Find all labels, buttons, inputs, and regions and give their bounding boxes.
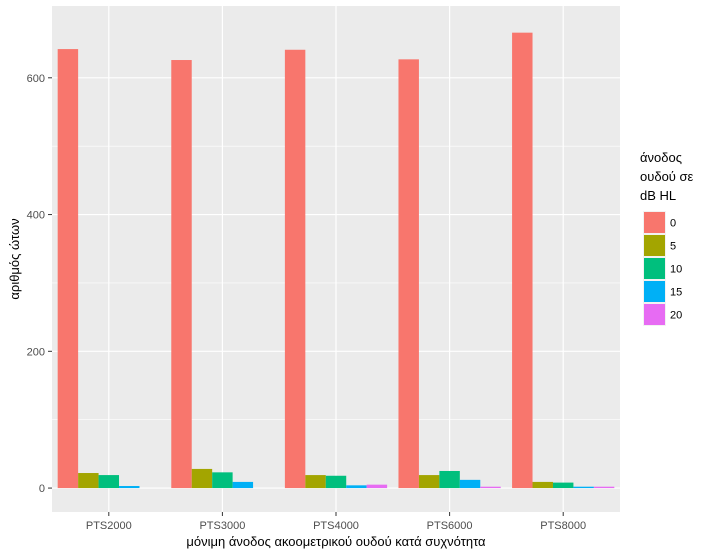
bar-PTS2000-5 <box>78 473 99 489</box>
bar-PTS6000-5 <box>418 475 440 489</box>
bar-PTS3000-5 <box>191 468 213 489</box>
x-tick-label: PTS8000 <box>540 520 586 532</box>
bar-PTS4000-20 <box>366 484 388 489</box>
bar-PTS6000-0 <box>398 59 419 489</box>
bar-PTS2000-10 <box>98 475 120 489</box>
x-tick-label: PTS6000 <box>427 520 473 532</box>
bar-PTS4000-15 <box>346 485 367 489</box>
bar-PTS2000-15 <box>119 486 140 489</box>
y-axis-label: αριθμός ώτων <box>7 218 22 299</box>
legend-swatch-15 <box>644 281 665 302</box>
legend-title-line-2: ουδού σε <box>640 169 694 184</box>
y-tick-label: 0 <box>39 483 45 495</box>
legend-swatch-20 <box>644 304 665 325</box>
y-tick-label: 200 <box>27 346 45 358</box>
x-tick-label: PTS3000 <box>199 520 245 532</box>
bar-PTS4000-0 <box>284 49 306 489</box>
legend-swatch-10 <box>644 258 665 279</box>
bar-PTS6000-20 <box>480 486 501 489</box>
legend-label-15: 15 <box>670 287 682 299</box>
legend-label-20: 20 <box>670 310 682 322</box>
y-axis-ticks: 0 200 400 600 <box>27 73 52 495</box>
x-axis-ticks: PTS2000 PTS3000 PTS4000 PTS6000 PTS8000 <box>86 512 586 532</box>
bar-PTS8000-5 <box>532 481 553 489</box>
bar-PTS3000-10 <box>212 472 233 489</box>
bar-PTS4000-10 <box>325 475 347 489</box>
x-tick-label: PTS2000 <box>86 520 132 532</box>
bars <box>57 32 615 489</box>
bar-PTS4000-5 <box>305 475 326 489</box>
legend-swatch-5 <box>644 235 665 256</box>
bar-PTS8000-15 <box>573 486 594 489</box>
legend-label-0: 0 <box>670 218 676 230</box>
legend-items: 0 5 10 15 20 <box>643 211 682 326</box>
bar-PTS3000-15 <box>232 481 254 489</box>
bar-PTS8000-10 <box>552 482 574 489</box>
legend-label-10: 10 <box>670 264 682 276</box>
legend-title-line-3: dB HL <box>640 188 676 203</box>
bar-PTS8000-20 <box>593 486 615 489</box>
bar-PTS6000-10 <box>439 470 460 489</box>
x-axis-label: μόνιμη άνοδος ακοομετρικού ουδού κατά συ… <box>186 534 486 549</box>
bar-PTS3000-0 <box>171 60 192 489</box>
legend-swatch-0 <box>644 212 665 233</box>
bar-PTS6000-15 <box>459 479 481 489</box>
x-tick-label: PTS4000 <box>313 520 359 532</box>
y-tick-label: 600 <box>27 73 45 85</box>
y-tick-label: 400 <box>27 210 45 222</box>
legend: άνοδος ουδού σε dB HL 0 5 10 15 20 <box>640 150 694 326</box>
bar-PTS8000-0 <box>512 32 533 489</box>
legend-title-line-1: άνοδος <box>640 150 682 165</box>
bar-PTS2000-0 <box>57 49 79 489</box>
legend-label-5: 5 <box>670 241 676 253</box>
